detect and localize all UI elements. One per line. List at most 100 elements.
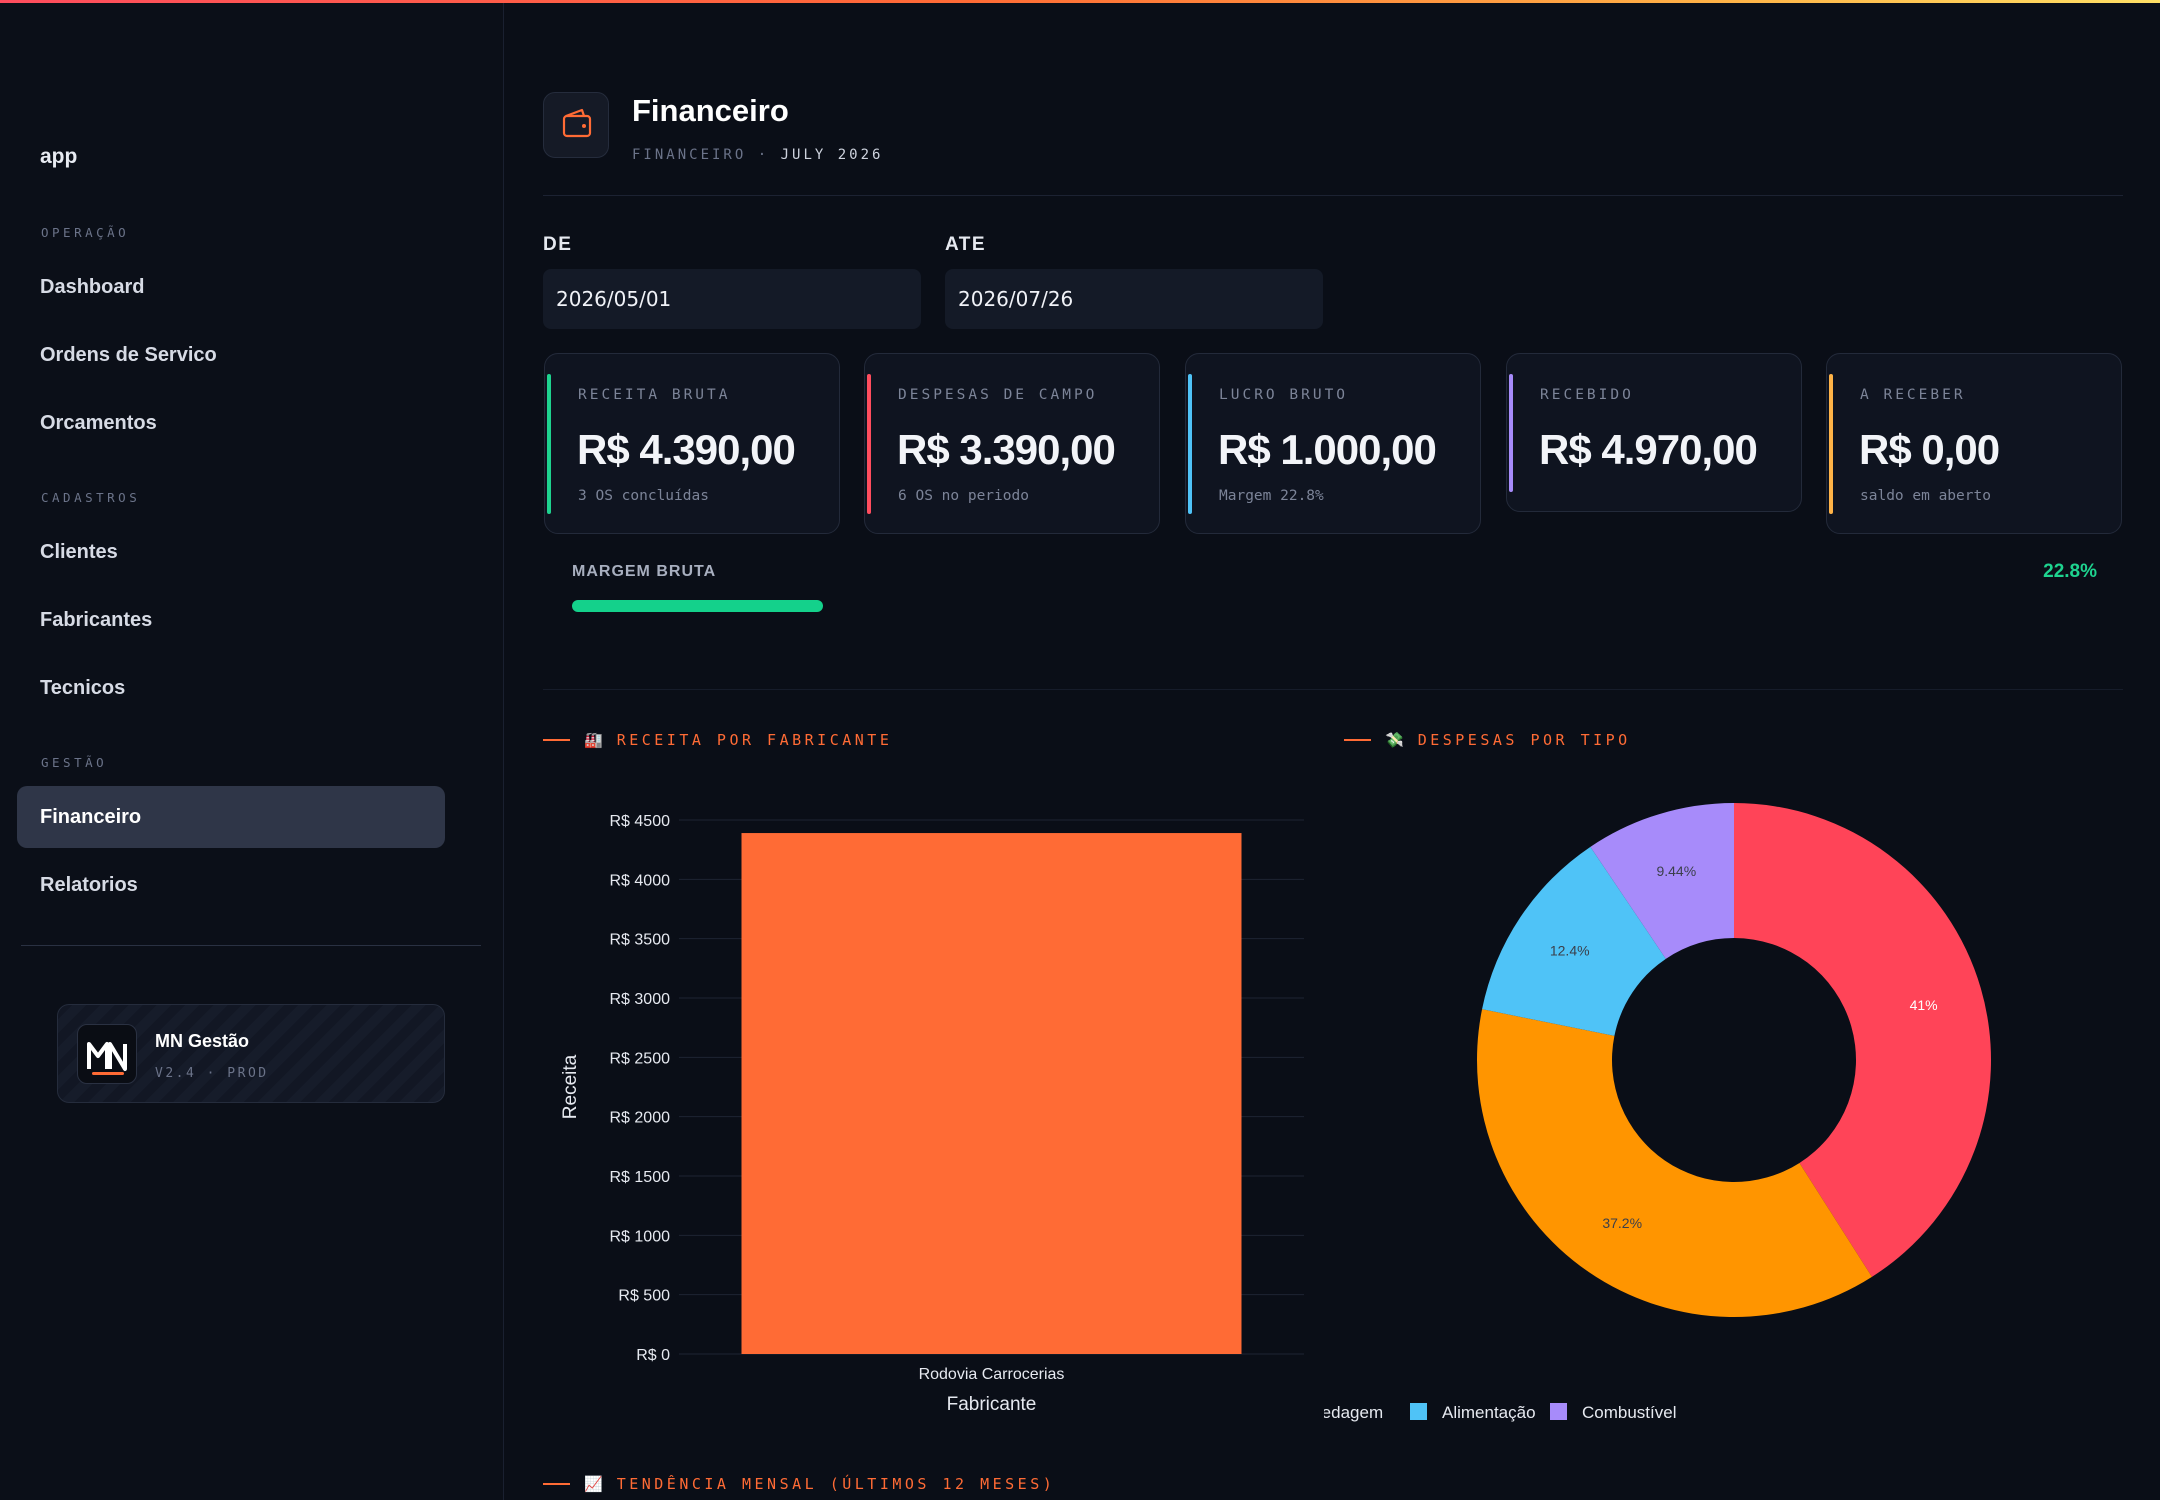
- y-tick-label: R$ 1500: [610, 1169, 671, 1186]
- y-tick-label: R$ 1000: [610, 1228, 671, 1245]
- page-title: Financeiro: [632, 93, 789, 128]
- x-axis-label: Fabricante: [947, 1394, 1037, 1415]
- kpi-accent: [1829, 374, 1833, 514]
- y-tick-label: R$ 0: [636, 1347, 670, 1364]
- sidebar-item-orcamentos[interactable]: Orcamentos: [40, 412, 157, 434]
- kpi-value: R$ 4.970,00: [1539, 426, 1758, 473]
- y-tick-label: R$ 3500: [610, 932, 671, 949]
- kpi-accent: [867, 374, 871, 514]
- sidebar-item-relatorios[interactable]: Relatorios: [40, 874, 138, 896]
- legend-swatch: [1550, 1403, 1567, 1420]
- top-gradient-bar: [0, 0, 2160, 3]
- kpi-label: RECEITA BRUTA: [578, 387, 731, 403]
- y-tick-label: R$ 2500: [610, 1050, 671, 1067]
- version-app-name: MN Gestão: [155, 1031, 250, 1051]
- pie-slice[interactable]: [1482, 846, 1666, 1036]
- legend-label: Hospedagem: [1324, 1403, 1383, 1422]
- kpi-value: R$ 4.390,00: [577, 426, 796, 473]
- section-dash: [1344, 739, 1371, 741]
- slice-value-label: 12.4%: [1550, 942, 1590, 958]
- factory-icon: 🏭: [584, 731, 603, 749]
- legend-label: Alimentação: [1442, 1403, 1536, 1422]
- y-tick-label: R$ 2000: [610, 1110, 671, 1127]
- section-title: RECEITA POR FABRICANTE: [616, 731, 893, 749]
- section-header-expenses: 💸 DESPESAS POR TIPO: [1344, 731, 1631, 749]
- legend-item[interactable]: Hospedagem: [1324, 1403, 1383, 1422]
- sidebar-item-tecnicos[interactable]: Tecnicos: [40, 677, 126, 699]
- kpi-label: DESPESAS DE CAMPO: [898, 387, 1098, 403]
- margin-progress-fill: [572, 600, 824, 612]
- legend-label: Combustível: [1582, 1403, 1676, 1422]
- section-header-trend: 📈 TENDÊNCIA MENSAL (ÚLTIMOS 12 MESES): [543, 1475, 1055, 1493]
- kpi-accent: [1509, 374, 1513, 492]
- main-content: Financeiro FINANCEIRO · JULY 2026 DE ATE…: [504, 3, 2160, 1500]
- margin-label: MARGEM BRUTA: [572, 563, 717, 580]
- mn-logo: [77, 1024, 137, 1084]
- kpi-recebido: RECEBIDO R$ 4.970,00: [1506, 353, 1802, 512]
- margin-value: 22.8%: [2043, 561, 2097, 582]
- section-label-gestao: GESTÃO: [41, 755, 108, 770]
- wallet-icon: [543, 92, 609, 158]
- pie-slice[interactable]: [1734, 803, 1991, 1277]
- pie-slice[interactable]: [1590, 803, 1734, 959]
- kpi-label: A RECEBER: [1860, 387, 1966, 403]
- app-brand: app: [40, 145, 78, 168]
- sidebar-item-financeiro[interactable]: Financeiro: [17, 786, 445, 848]
- kpi-a-receber: A RECEBER R$ 0,00 saldo em aberto: [1826, 353, 2122, 534]
- bar[interactable]: [741, 833, 1242, 1354]
- y-tick-label: R$ 3000: [610, 991, 671, 1008]
- y-tick-label: R$ 4000: [610, 872, 671, 889]
- x-tick-label: Rodovia Carrocerias: [919, 1366, 1065, 1383]
- section-label-cadastros: CADASTROS: [41, 490, 141, 505]
- kpi-note: saldo em aberto: [1860, 488, 1991, 504]
- kpi-note: 3 OS concluídas: [578, 488, 709, 504]
- y-axis-label: Receita: [560, 1054, 581, 1119]
- breadcrumb-separator: ·: [757, 147, 770, 163]
- section-title: DESPESAS POR TIPO: [1417, 731, 1631, 749]
- kpi-despesas-de-campo: DESPESAS DE CAMPO R$ 3.390,00 6 OS no pe…: [864, 353, 1160, 534]
- breadcrumb-period: JULY 2026: [780, 147, 884, 163]
- sidebar-item-fabricantes[interactable]: Fabricantes: [40, 609, 153, 631]
- breadcrumb: FINANCEIRO · JULY 2026: [632, 147, 883, 163]
- slice-value-label: 37.2%: [1602, 1215, 1642, 1231]
- kpi-note: Margem 22.8%: [1219, 488, 1324, 504]
- pie-slice[interactable]: [1477, 1009, 1872, 1317]
- y-tick-label: R$ 4500: [610, 813, 671, 830]
- kpi-accent: [1188, 374, 1192, 514]
- kpi-accent: [547, 374, 551, 514]
- sidebar-item-dashboard[interactable]: Dashboard: [40, 276, 145, 298]
- legend-item[interactable]: Alimentação: [1410, 1403, 1536, 1422]
- kpi-value: R$ 0,00: [1859, 426, 2000, 473]
- legend-swatch: [1410, 1403, 1427, 1420]
- y-tick-label: R$ 500: [618, 1288, 670, 1305]
- section-label-operacao: OPERAÇÃO: [41, 225, 130, 240]
- breadcrumb-section: FINANCEIRO: [632, 147, 747, 163]
- margin-progress-track: [572, 600, 2072, 612]
- from-date-input[interactable]: [543, 269, 921, 329]
- version-tag: V2.4 · PROD: [155, 1066, 269, 1081]
- version-card: MN Gestão V2.4 · PROD: [57, 1004, 445, 1103]
- content-divider: [543, 689, 2123, 690]
- to-date-label: ATE: [945, 234, 987, 255]
- kpi-label: RECEBIDO: [1540, 387, 1634, 403]
- kpi-value: R$ 1.000,00: [1218, 426, 1437, 473]
- sidebar: app OPERAÇÃO Dashboard Ordens de Servico…: [0, 3, 504, 1500]
- kpi-value: R$ 3.390,00: [897, 426, 1116, 473]
- slice-value-label: 41%: [1910, 997, 1938, 1013]
- kpi-note: 6 OS no periodo: [898, 488, 1029, 504]
- expenses-donut-chart: 41%37.2%12.4%9.44% PassagemHospedagemAli…: [1324, 803, 1991, 1422]
- slice-value-label: 9.44%: [1656, 863, 1696, 879]
- revenue-bar-chart: R$ 0 R$ 500 R$ 1000 R$ 1500 R$ 2000 R$ 2500 R$…: [560, 813, 1304, 1415]
- section-header-revenue: 🏭 RECEITA POR FABRICANTE: [543, 731, 892, 749]
- money-wings-icon: 💸: [1385, 731, 1404, 749]
- sidebar-item-clientes[interactable]: Clientes: [40, 541, 118, 563]
- legend-item[interactable]: Combustível: [1550, 1403, 1676, 1422]
- section-dash: [543, 739, 570, 741]
- chart-increasing-icon: 📈: [584, 1475, 603, 1493]
- sidebar-divider: [21, 945, 481, 946]
- sidebar-item-ordens-de-servico[interactable]: Ordens de Servico: [40, 344, 217, 366]
- kpi-label: LUCRO BRUTO: [1219, 387, 1349, 403]
- to-date-input[interactable]: [945, 269, 1323, 329]
- from-date-label: DE: [543, 234, 573, 255]
- section-dash: [543, 1483, 570, 1485]
